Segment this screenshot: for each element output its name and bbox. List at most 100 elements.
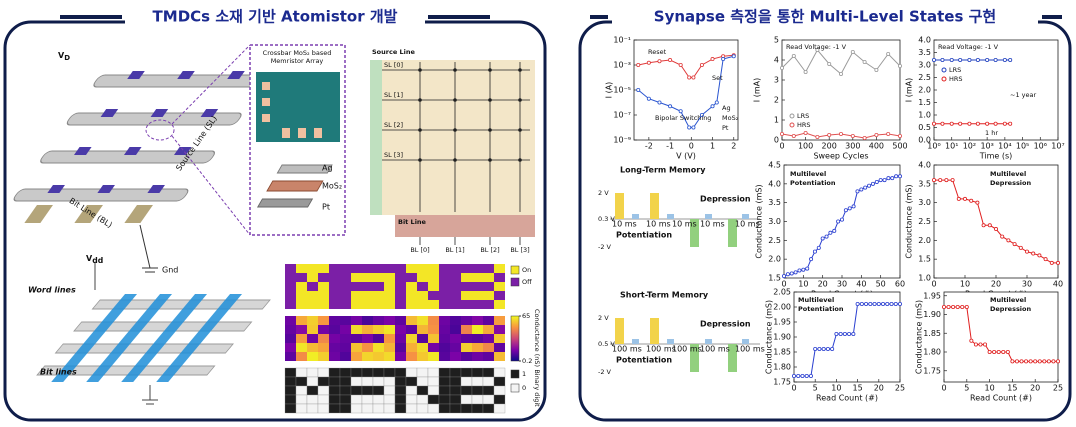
plot-frame (781, 39, 901, 141)
binary-cell (284, 385, 297, 396)
binary-cell (361, 394, 374, 405)
on-off-cell (406, 300, 417, 309)
y-tick-label: 1.0 (918, 274, 931, 283)
label: SL [3] (384, 151, 403, 159)
pulse-title: Short-Term Memory (620, 291, 709, 300)
legend-marker (789, 113, 795, 119)
data-point (657, 100, 662, 105)
conductance-cell (461, 316, 472, 325)
binary-cell (383, 403, 396, 414)
data-point (851, 204, 856, 209)
legend-marker (941, 67, 947, 73)
conductance-cell (340, 352, 351, 361)
conductance-cell (384, 334, 395, 343)
y-tick-label: 1.95 (923, 291, 941, 300)
voltage-label: Vdd (86, 254, 103, 266)
data-point (797, 268, 802, 273)
data-point (994, 227, 999, 232)
data-point (817, 346, 822, 351)
binary-cell (284, 376, 297, 387)
conductance-cell (318, 352, 329, 361)
conductance-cell (428, 334, 439, 343)
x-tick-label: 20 (874, 384, 884, 393)
x-tick-label: 20 (991, 280, 1001, 289)
on-off-cell (307, 264, 318, 273)
conductance-cell (329, 325, 340, 334)
binary-cell (339, 403, 352, 414)
data-point (825, 346, 830, 351)
y-tick-label: 4 (774, 56, 779, 65)
binary-cell (427, 367, 440, 378)
data-point (678, 109, 683, 114)
x-tick-label: -1 (666, 142, 674, 151)
data-point (782, 274, 787, 279)
on-off-cell (406, 273, 417, 282)
label: On (522, 266, 531, 274)
data-point (796, 373, 801, 378)
on-off-cell (318, 264, 329, 273)
data-point (687, 125, 692, 130)
data-point (1010, 359, 1015, 364)
on-off-cell (450, 300, 461, 309)
level-label: -2 V (598, 368, 612, 376)
data-point (847, 331, 852, 336)
data-point (955, 304, 960, 309)
binary-cell (493, 403, 506, 414)
data-point (813, 346, 818, 351)
x-tick-label: 300 (845, 142, 860, 151)
label: BL [3] (510, 246, 529, 254)
legend-swatch (510, 265, 520, 275)
data-point (882, 178, 887, 183)
conductance-cell (439, 352, 450, 361)
on-off-cell (351, 291, 362, 300)
data-point (847, 206, 852, 211)
on-off-cell (318, 282, 329, 291)
binary-cell (482, 385, 495, 396)
on-off-cell (439, 273, 450, 282)
on-off-cell (406, 264, 417, 273)
y-tick-label: 1.5 (768, 274, 781, 283)
data-point (963, 196, 968, 201)
binary-cell (350, 367, 363, 378)
conductance-cell (373, 334, 384, 343)
circuit-nodes (418, 68, 522, 162)
voltage-label: VD (58, 51, 70, 63)
binary-cell (284, 367, 297, 378)
conductance-cell (373, 352, 384, 361)
conductance-cell (472, 316, 483, 325)
x-tick-label: 0 (931, 280, 936, 289)
conductance-cell (296, 316, 307, 325)
conductance-cell (395, 352, 406, 361)
annotation: Depression (990, 179, 1032, 187)
data-point (657, 59, 662, 64)
conductance-cell (494, 325, 505, 334)
on-off-cell (461, 282, 472, 291)
x-tick-label: 10³ (980, 142, 993, 151)
data-point (946, 304, 951, 309)
data-point (944, 178, 949, 183)
pulse (650, 318, 659, 344)
data-point (1005, 349, 1010, 354)
data-point (967, 121, 972, 126)
data-point (1018, 245, 1023, 250)
on-off-cell (373, 282, 384, 291)
bitline-bar (395, 215, 535, 237)
binary-cell (405, 403, 418, 414)
conductance-cell (362, 325, 373, 334)
y-tick-label: 3.5 (918, 48, 931, 57)
data-point (800, 373, 805, 378)
conductance-cell (362, 343, 373, 352)
x-tick-label: -2 (645, 142, 653, 151)
on-off-cell (340, 291, 351, 300)
on-off-cell (472, 264, 483, 273)
binary-cell (405, 394, 418, 405)
x-axis-label: V (V) (676, 152, 696, 161)
data-point (938, 178, 943, 183)
y-tick-label: 4.0 (768, 179, 781, 188)
x-tick-label: 10 (831, 384, 841, 393)
legend-label: LRS (949, 66, 961, 74)
x-tick-label: 10⁶ (1034, 142, 1047, 151)
x-tick-label: 0 (781, 280, 786, 289)
on-off-cell (373, 300, 384, 309)
on-off-cell (428, 291, 439, 300)
